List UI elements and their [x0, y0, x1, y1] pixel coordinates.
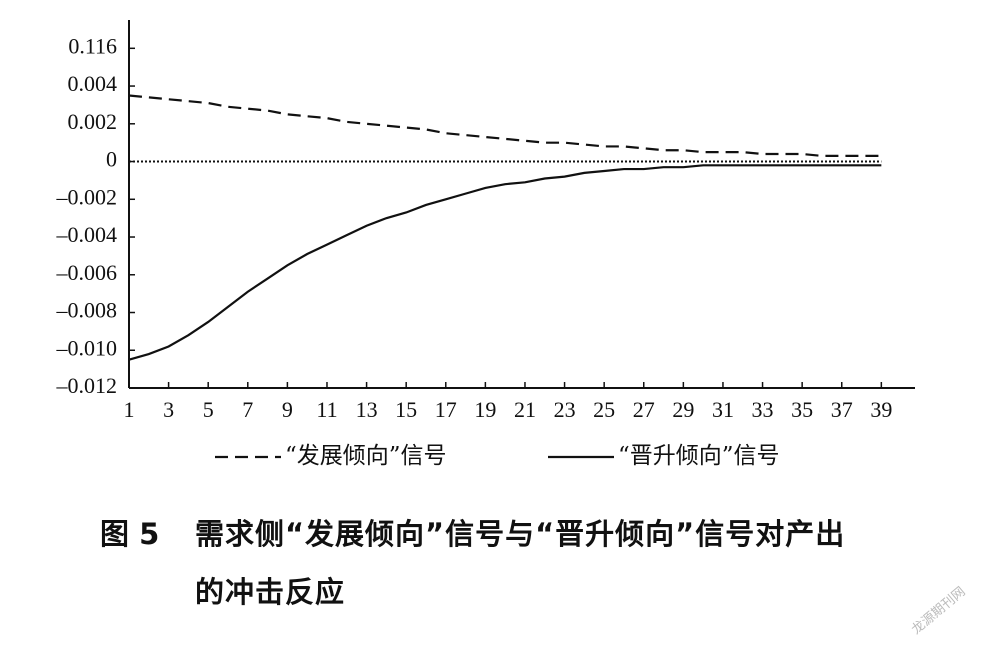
x-tick-label: 13	[356, 397, 378, 422]
y-tick-label: –0.012	[56, 373, 118, 398]
x-tick-label: 31	[712, 397, 734, 422]
watermark: 龙源期刊网	[909, 584, 969, 638]
y-tick-label: –0.002	[56, 184, 118, 209]
x-tick-label: 17	[435, 397, 457, 422]
x-tick-label: 21	[514, 397, 536, 422]
x-tick-label: 37	[831, 397, 853, 422]
x-tick-label: 27	[633, 397, 655, 422]
y-tick-label: 0.116	[68, 33, 117, 58]
legend-label: “晋升倾向”信号	[618, 443, 780, 469]
x-tick-label: 19	[474, 397, 496, 422]
x-tick-label: 11	[316, 397, 337, 422]
legend-label: “发展倾向”信号	[285, 443, 447, 469]
x-tick-label: 7	[242, 397, 253, 422]
x-tick-label: 25	[593, 397, 615, 422]
x-tick-label: 1	[124, 397, 135, 422]
x-tick-label: 9	[282, 397, 293, 422]
x-tick-label: 33	[752, 397, 774, 422]
y-tick-label: 0.002	[68, 109, 118, 134]
x-tick-label: 29	[672, 397, 694, 422]
y-tick-label: 0.004	[68, 71, 118, 96]
chart: 0.116 0.004 0.002 0 –0.002 –0.004 –0.006 –0.008…	[56, 20, 915, 469]
y-tick-label: –0.006	[56, 260, 118, 285]
x-tick-label: 15	[395, 397, 417, 422]
y-tick-label: –0.010	[56, 335, 118, 360]
y-tick-label: –0.004	[56, 222, 118, 247]
x-tick-label: 35	[791, 397, 813, 422]
x-tick-label: 3	[163, 397, 174, 422]
chart-title: 需求侧“发展倾向”信号与“晋升倾向”信号对产出的冲击反应	[195, 517, 846, 609]
figure-label: 图 5	[100, 517, 160, 551]
series-line	[128, 164, 882, 361]
x-tick-label: 39	[870, 397, 892, 422]
caption: 图 5 需求侧“发展倾向”信号与“晋升倾向”信号对产出的冲击反应	[100, 505, 880, 621]
x-tick-label: 23	[554, 397, 576, 422]
x-tick-label: 5	[203, 397, 214, 422]
y-tick-label: 0	[106, 147, 117, 172]
y-tick-label: –0.008	[56, 298, 118, 323]
series-line	[128, 94, 882, 157]
